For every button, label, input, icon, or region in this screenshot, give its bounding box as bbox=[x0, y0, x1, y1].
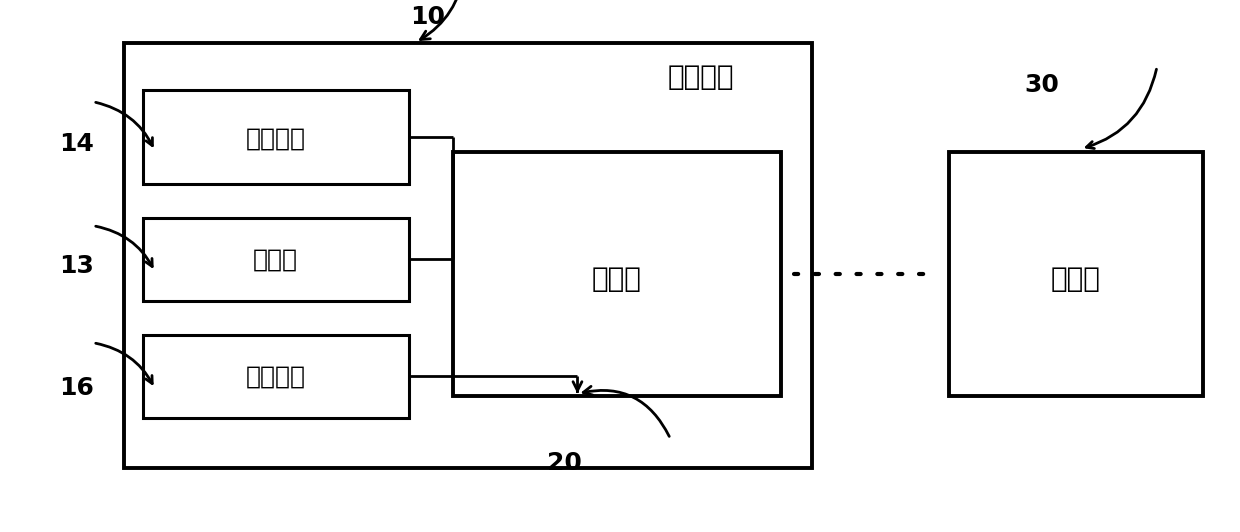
Bar bbox=[124, 43, 812, 468]
Bar bbox=[453, 152, 781, 396]
Text: 30: 30 bbox=[1024, 73, 1059, 97]
Text: 10: 10 bbox=[410, 5, 445, 29]
Text: 13: 13 bbox=[60, 254, 94, 278]
Text: 下料器: 下料器 bbox=[253, 247, 298, 272]
Text: 控制器: 控制器 bbox=[591, 265, 641, 293]
Bar bbox=[143, 335, 409, 418]
Text: 驱动设备: 驱动设备 bbox=[246, 364, 305, 389]
Bar bbox=[949, 152, 1203, 396]
Text: 下料装置: 下料装置 bbox=[667, 63, 734, 91]
Text: 16: 16 bbox=[60, 376, 94, 401]
Text: 14: 14 bbox=[60, 131, 94, 156]
Text: 20: 20 bbox=[547, 451, 582, 475]
Bar bbox=[143, 218, 409, 301]
Text: 客户端: 客户端 bbox=[1050, 265, 1100, 293]
Text: 检测元件: 检测元件 bbox=[246, 126, 305, 151]
Bar bbox=[143, 90, 409, 184]
